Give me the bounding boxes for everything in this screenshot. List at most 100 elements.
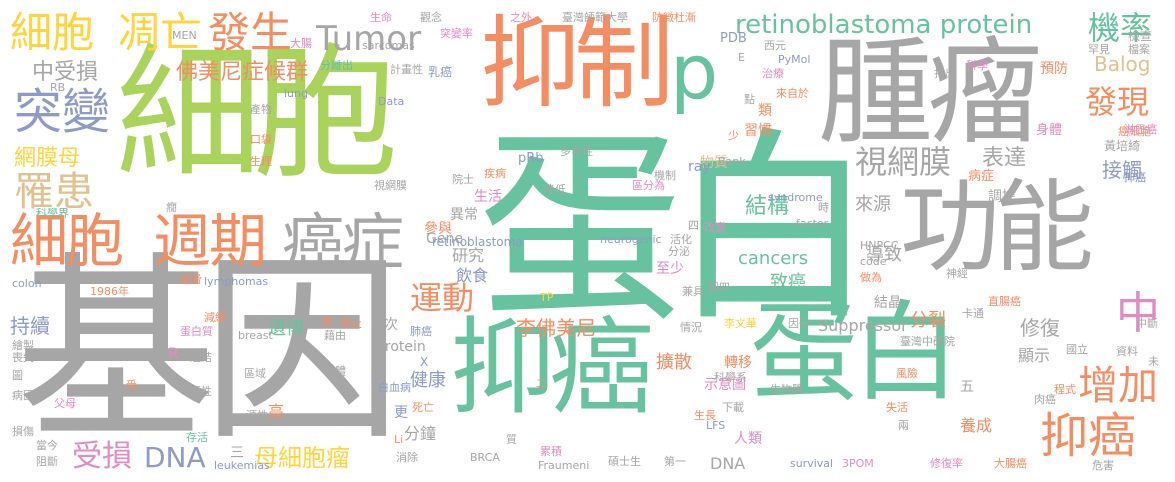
cloud-word: 3POM bbox=[842, 457, 874, 470]
cloud-word: 更 bbox=[394, 405, 408, 421]
cloud-word: 觀念 bbox=[420, 11, 442, 24]
cloud-word: 細胞 bbox=[116, 30, 398, 199]
cloud-word: MEN bbox=[172, 29, 197, 42]
cloud-word: 李佛美尼 bbox=[516, 316, 596, 340]
cloud-word: 改變 bbox=[704, 221, 726, 234]
cloud-word: 危害 bbox=[1092, 459, 1114, 472]
cloud-word: 肺癌 bbox=[410, 325, 432, 338]
cloud-word: 凋亡 bbox=[118, 8, 203, 57]
cloud-word: 抑癌 bbox=[1040, 408, 1137, 464]
cloud-word: 持續 bbox=[10, 314, 50, 338]
cloud-word: 二 bbox=[536, 377, 547, 390]
cloud-word: 預防 bbox=[1040, 61, 1068, 77]
cloud-word: 機制 bbox=[654, 169, 676, 182]
cloud-word: 分鐘 bbox=[404, 424, 437, 443]
cloud-word: 情況 bbox=[680, 321, 702, 334]
cloud-word: sarcomas bbox=[362, 39, 415, 52]
cloud-word: 罕見 bbox=[1088, 43, 1110, 56]
cloud-word: PDB bbox=[720, 31, 747, 46]
cloud-word: 癌細胞 bbox=[1118, 125, 1151, 138]
cloud-word: 阻斷 bbox=[36, 455, 58, 468]
cloud-word: Fraumeni bbox=[538, 459, 590, 472]
cloud-word: 參與 bbox=[424, 221, 452, 237]
cloud-word: 顯示 bbox=[1018, 346, 1051, 365]
cloud-word: 生活 bbox=[474, 189, 502, 205]
cloud-word: 做為 bbox=[860, 271, 882, 284]
cloud-word: Tumor bbox=[316, 19, 422, 59]
cloud-word: factor bbox=[796, 217, 829, 230]
cloud-word: 指出 bbox=[934, 67, 956, 80]
cloud-word: 國立 bbox=[1066, 343, 1088, 356]
cloud-word: HNPCC bbox=[860, 239, 899, 252]
cloud-word: RB bbox=[50, 81, 66, 94]
cloud-word: 增加 bbox=[1078, 363, 1158, 409]
cloud-word: 身體 bbox=[1036, 123, 1063, 138]
cloud-word: 受 bbox=[126, 379, 137, 392]
cloud-word: 區分為 bbox=[632, 179, 665, 192]
cloud-word: Data bbox=[378, 95, 405, 108]
cloud-word: 兩 bbox=[898, 419, 909, 432]
cloud-word: 五 bbox=[960, 379, 974, 395]
cloud-word: 圖 bbox=[12, 369, 23, 382]
cloud-word: X bbox=[420, 355, 429, 369]
cloud-word: 源性 bbox=[246, 409, 268, 422]
cloud-word: 癌症 bbox=[282, 206, 404, 279]
cloud-word: 父母 bbox=[54, 397, 76, 410]
cloud-word: 抑癌 bbox=[1124, 171, 1146, 184]
cloud-word: 當今 bbox=[36, 439, 58, 452]
cloud-word: 產物 bbox=[250, 103, 272, 116]
cloud-word: lung bbox=[284, 87, 308, 100]
cloud-word: 第一 bbox=[664, 455, 686, 468]
cloud-word: 白血病 bbox=[378, 381, 411, 394]
cloud-word: 西元 bbox=[764, 39, 786, 52]
cloud-word: 點 bbox=[744, 93, 755, 106]
cloud-word: 中受損 bbox=[32, 60, 99, 85]
cloud-word: 週期 bbox=[153, 207, 267, 275]
cloud-word: 神經 bbox=[946, 267, 968, 280]
cloud-word: retinoblastoma protein bbox=[735, 10, 1033, 40]
cloud-word: 腫瘤 bbox=[818, 26, 1042, 160]
cloud-word: 時 bbox=[818, 201, 829, 214]
cloud-word: 修復 bbox=[1020, 316, 1060, 340]
cloud-word: 飲食 bbox=[456, 266, 489, 285]
cloud-word: TP bbox=[540, 291, 554, 304]
cloud-word: 口袋 bbox=[250, 133, 272, 146]
cloud-word: breast bbox=[238, 329, 273, 342]
cloud-word: 分離出 bbox=[320, 59, 353, 72]
cloud-word: Bank bbox=[718, 155, 746, 168]
cloud-word: 結構 bbox=[745, 194, 790, 219]
cloud-word: 中 bbox=[1116, 288, 1160, 339]
cloud-word: 區域 bbox=[244, 367, 266, 380]
cloud-word: 生物體 bbox=[770, 383, 803, 396]
cloud-word: retinoblastoma bbox=[432, 235, 523, 249]
cloud-word: 因子 bbox=[788, 317, 810, 330]
cloud-word: colon bbox=[12, 277, 42, 290]
cloud-word: 失活 bbox=[886, 401, 908, 414]
cloud-word: 三 bbox=[230, 445, 244, 461]
cloud-word: 群 bbox=[322, 315, 333, 328]
cloud-word: 圖四 bbox=[708, 281, 730, 294]
cloud-word: DNA bbox=[710, 454, 746, 473]
cloud-word: DNA bbox=[144, 441, 206, 474]
cloud-word: 淋巴癌 bbox=[1124, 123, 1157, 136]
cloud-word: Li bbox=[394, 433, 404, 446]
cloud-word: 次 bbox=[384, 317, 398, 333]
cloud-word: 調控 bbox=[988, 189, 1016, 205]
cloud-word: 分泌 bbox=[668, 245, 690, 258]
cloud-word: 突變率 bbox=[440, 27, 473, 40]
cloud-word: 蛋白質 bbox=[180, 325, 213, 338]
cloud-word: syndrome bbox=[768, 191, 823, 204]
cloud-word: 病症 bbox=[968, 169, 995, 184]
cloud-word: 喪失 bbox=[12, 351, 34, 364]
cloud-word: 示意圖 bbox=[704, 377, 746, 393]
cloud-word: 死亡 bbox=[412, 401, 434, 414]
cloud-word: 表達 bbox=[982, 146, 1027, 171]
cloud-word: 至少 bbox=[656, 261, 684, 277]
cloud-word: 存活 bbox=[186, 431, 208, 444]
cloud-word: survival bbox=[790, 457, 834, 470]
cloud-word: LFS bbox=[706, 419, 726, 432]
cloud-word: 抑癌 bbox=[450, 307, 654, 429]
cloud-word: 運動 bbox=[410, 279, 475, 317]
cloud-word: 少 bbox=[728, 129, 739, 142]
cloud-word: 計畫性 bbox=[390, 63, 423, 76]
